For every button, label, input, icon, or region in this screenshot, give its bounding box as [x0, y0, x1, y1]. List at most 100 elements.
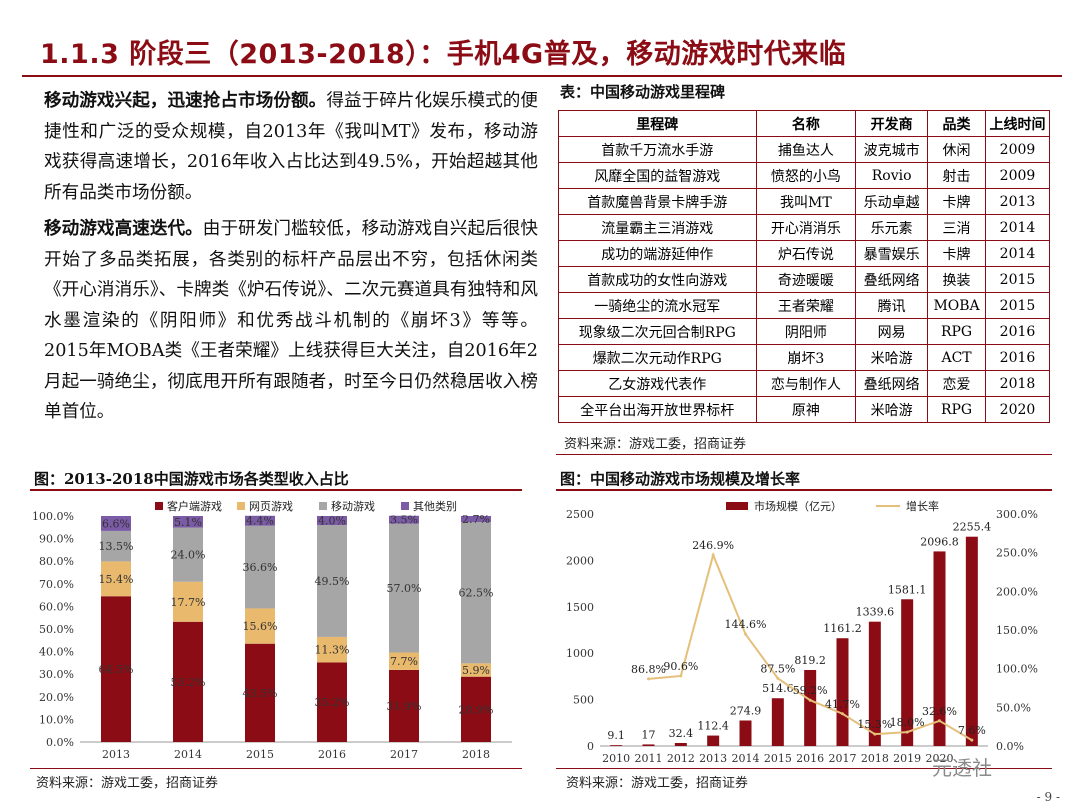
growth-point — [776, 676, 780, 680]
line-data-label: 7.6% — [958, 724, 986, 737]
table-cell: 卡牌 — [927, 240, 986, 267]
page-title: 1.1.3 阶段三（2013-2018）：手机4G普及，移动游戏时代来临 — [40, 39, 847, 70]
table-cell: 首款千万流水手游 — [558, 136, 757, 163]
line-data-label: 87.5% — [760, 662, 795, 675]
legend-swatch — [319, 502, 327, 510]
stacked-bar-segment — [173, 621, 203, 742]
table-cell: 2014 — [985, 214, 1050, 241]
legend-label: 移动游戏 — [331, 500, 375, 513]
table-cell: 卡牌 — [927, 188, 986, 215]
stacked-bar-segment — [389, 523, 419, 653]
line-data-label: 246.9% — [692, 539, 734, 552]
x-tick-label: 2016 — [796, 752, 824, 765]
data-label: 11.3% — [315, 644, 350, 657]
legend-swatch — [726, 502, 748, 510]
y-right-tick-label: 0.0% — [996, 740, 1024, 753]
y-right-tick-label: 150.0% — [996, 624, 1038, 637]
data-label: 53.2% — [171, 676, 206, 689]
bar — [771, 698, 784, 746]
y-tick-label: 90.0% — [39, 533, 74, 546]
table-cell: 恋爱 — [927, 370, 986, 397]
bar — [674, 742, 687, 746]
bar-data-label: 274.9 — [730, 704, 762, 717]
legend-swatch — [237, 502, 245, 510]
legend-label: 增长率 — [906, 499, 939, 513]
paragraph-1-lead: 移动游戏兴起，迅速抢占市场份额。 — [44, 91, 327, 111]
line-data-label: 59.2% — [793, 684, 828, 697]
legend-label: 市场规模（亿元） — [754, 499, 842, 513]
x-tick-label: 2013 — [102, 748, 130, 761]
share-chart-source: 资料来源：游戏工委，招商证券 — [36, 776, 219, 791]
bar — [836, 638, 849, 746]
table-cell: Rovio — [855, 162, 929, 189]
stacked-bar-segment — [317, 516, 347, 526]
x-tick-label: 2010 — [602, 752, 630, 765]
paragraph-1-body: 得益于碎片化娱乐模式的便捷性和广泛的受众规模，自2013年《我叫MT》发布，移动… — [44, 91, 538, 203]
table-row: 首款成功的女性向游戏 奇迹暖暖 叠纸网络 换装 2015 — [558, 266, 1050, 293]
paragraph-2-body: 由于研发门槛较低，移动游戏自兴起后很快开始了多品类拓展，各类别的标杆产品层出不穷… — [44, 219, 538, 422]
table-cell: 炉石传说 — [755, 240, 857, 267]
bar-data-label: 2255.4 — [953, 521, 992, 534]
table-cell: 崩坏3 — [755, 344, 857, 371]
table-header-cell: 品类 — [927, 110, 986, 137]
data-label: 7.7% — [390, 655, 418, 668]
x-tick-label: 2015 — [246, 748, 274, 761]
data-label: 6.6% — [102, 517, 130, 530]
y-tick-label: 10.0% — [39, 713, 74, 726]
growth-point — [841, 712, 844, 716]
milestone-table: 里程碑 名称 开发商 品类 上线时间 首款千万流水手游 捕鱼达人 波克城市 休闲 2009 风靡全… — [558, 110, 1050, 423]
table-cell: 2018 — [985, 370, 1050, 397]
y-tick-label: 70.0% — [39, 578, 74, 591]
growth-point — [873, 732, 877, 736]
bar-data-label: 2096.8 — [920, 535, 959, 548]
y-tick-label: 50.0% — [39, 623, 74, 636]
stacked-bar-segment — [461, 522, 491, 664]
table-cell: 阴阳师 — [755, 318, 857, 345]
bar — [739, 720, 752, 746]
stacked-bar-segment — [101, 561, 131, 597]
bar-data-label: 819.2 — [794, 654, 826, 667]
paragraph-2-lead: 移动游戏高速迭代。 — [44, 219, 203, 239]
y-tick-label: 30.0% — [39, 668, 74, 681]
table-cell: 乙女游戏代表作 — [558, 370, 757, 397]
table-row: 乙女游戏代表作 恋与制作人 叠纸网络 恋爱 2018 — [558, 370, 1050, 397]
y-left-tick-label: 2500 — [566, 508, 594, 521]
data-label: 28.9% — [459, 703, 494, 716]
data-label: 3.5% — [390, 514, 418, 527]
share-source-rule — [30, 768, 522, 769]
x-tick-label: 2019 — [893, 752, 921, 765]
table-cell: 腾讯 — [855, 292, 929, 319]
table-header-cell: 开发商 — [855, 110, 929, 137]
table-body: 首款千万流水手游 捕鱼达人 波克城市 休闲 2009 风靡全国的益智游戏 愤怒的小鸟 Rovi… — [558, 136, 1050, 423]
table-row: 首款魔兽背景卡牌手游 我叫MT 乐动卓越 卡牌 2013 — [558, 188, 1050, 215]
x-tick-label: 2013 — [699, 752, 727, 765]
data-label: 35.2% — [315, 696, 350, 709]
stacked-bar-segment — [317, 662, 347, 742]
table-cell: 现象级二次元回合制RPG — [558, 318, 757, 345]
table-cell: 首款成功的女性向游戏 — [558, 266, 757, 293]
stacked-bar-segment — [317, 636, 347, 663]
table-row: 成功的端游延伸作 炉石传说 暴雪娱乐 卡牌 2014 — [558, 240, 1050, 267]
bar — [965, 536, 978, 746]
legend-label: 网页游戏 — [249, 500, 293, 513]
body-text: 移动游戏兴起，迅速抢占市场份额。得益于碎片化娱乐模式的便捷性和广泛的受众规模，自… — [44, 86, 538, 434]
data-label: 5.1% — [174, 516, 202, 529]
stacked-bar-segment — [461, 663, 491, 677]
bar — [868, 621, 881, 746]
table-cell: 射击 — [927, 162, 986, 189]
table-cell: 2009 — [985, 162, 1050, 189]
stacked-bar-segment — [245, 515, 275, 526]
bar-data-label: 32.4 — [669, 727, 694, 740]
table-cell: 换装 — [927, 266, 986, 293]
y-left-tick-label: 0 — [587, 740, 594, 753]
table-cell: 叠纸网络 — [855, 370, 929, 397]
table-cell: RPG — [927, 396, 986, 423]
x-tick-label: 2014 — [174, 748, 202, 761]
data-label: 24.0% — [171, 549, 206, 562]
paragraph-1: 移动游戏兴起，迅速抢占市场份额。得益于碎片化娱乐模式的便捷性和广泛的受众规模，自… — [44, 86, 538, 208]
data-label: 15.6% — [243, 620, 278, 633]
bar-data-label: 112.4 — [697, 720, 729, 733]
x-tick-label: 2014 — [732, 752, 760, 765]
y-left-tick-label: 2000 — [566, 554, 594, 567]
data-label: 57.0% — [387, 582, 422, 595]
